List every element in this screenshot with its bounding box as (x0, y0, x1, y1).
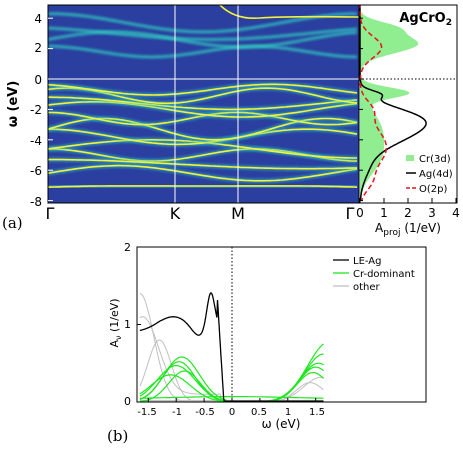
heatmap-y-axis: 4 2 0 -2 -4 -6 -8 ω (eV) (6, 12, 53, 209)
heatmap-bands (48, 5, 359, 190)
heatmap-y-tick-m2: -2 (30, 103, 42, 117)
heatmap-y-tick-2: 2 (34, 41, 42, 55)
heatmap-x-tick-gamma-left: Γ (46, 204, 55, 223)
heatmap-band (48, 158, 358, 170)
heatmap-y-tick-m8: -8 (30, 195, 42, 209)
legend-label-o2p: O(2p) (419, 184, 447, 195)
heatmap-band (48, 96, 358, 111)
panel-b-label: (b) (107, 427, 128, 445)
heatmap-y-tick-m6: -6 (30, 164, 42, 178)
panel-b-chart: LE-Ag Cr-dominant other 2 1 0 Aν (1/eV) … (108, 241, 427, 431)
heatmap-upper-band (48, 12, 358, 34)
heatmap-y-tick-0: 0 (34, 73, 42, 87)
dos-x-tick-4: 4 (452, 206, 460, 220)
panel-b-legend: LE-Ag Cr-dominant other (333, 256, 415, 293)
heatmap-x-tick-gamma-right: Γ (346, 204, 355, 223)
heatmap-x-axis: Γ K M Γ (46, 204, 355, 223)
panel-b-x-tick-1: 1 (285, 407, 291, 418)
spectral-heatmap (47, 4, 360, 204)
cr-dominant-curve (139, 372, 324, 402)
heatmap-band (48, 128, 358, 146)
panel-b-x-tick-0: 0 (229, 407, 235, 418)
panel-b-x-tick-m1: -1 (172, 407, 182, 418)
legend-label-cr-dominant: Cr-dominant (353, 269, 415, 280)
heatmap-band (48, 101, 358, 118)
dos-cr3d-fill (360, 5, 419, 203)
panel-b-y-tick-2: 2 (124, 241, 131, 254)
legend-label-other: other (353, 282, 381, 293)
dos-x-tick-0: 0 (356, 206, 364, 220)
heatmap-upper-band (48, 26, 358, 41)
dos-title: AgCrO2 (399, 11, 452, 28)
heatmap-x-tick-k: K (170, 204, 181, 223)
dos-x-label: Aproj (1/eV) (375, 221, 441, 238)
heatmap-x-tick-m: M (231, 204, 245, 223)
heatmap-steep-band (219, 5, 359, 20)
panel-b-y-label: Aν (1/eV) (108, 298, 123, 347)
panel-b-x-tick-m1.5: -1.5 (137, 407, 157, 418)
heatmap-band (48, 83, 358, 96)
panel-b-x-tick-1.5: 1.5 (309, 407, 325, 418)
heatmap-y-tick-4: 4 (34, 12, 42, 26)
panel-b-x-tick-m0.5: -0.5 (195, 407, 215, 418)
legend-label-le-ag: LE-Ag (353, 256, 381, 267)
series-cr-dominant (139, 343, 324, 402)
dos-x-tick-1: 1 (380, 206, 388, 220)
cr-dominant-curve (139, 396, 324, 399)
legend-label-cr3d: Cr(3d) (419, 154, 451, 165)
heatmap-band (48, 185, 358, 188)
panel-a-label: (a) (2, 214, 23, 232)
legend-label-ag4d: Ag(4d) (419, 169, 453, 180)
heatmap-upper-band (48, 44, 358, 59)
panel-b-x-label: ω (eV) (262, 417, 301, 431)
dos-legend: Cr(3d) Ag(4d) O(2p) (406, 154, 453, 195)
projected-dos-panel: AgCrO2 Cr(3d) Ag(4d) O(2p) 0 1 2 3 4 Apr… (356, 4, 460, 238)
heatmap-divider-lines (48, 5, 359, 203)
panel-b-y-tick-0: 0 (124, 395, 131, 408)
panel-b-x-tick-0.5: 0.5 (251, 407, 267, 418)
panel-b-y-tick-1: 1 (124, 318, 131, 331)
heatmap-y-label: ω (eV) (6, 81, 21, 128)
heatmap-y-tick-m4: -4 (30, 134, 42, 148)
heatmap-band (48, 164, 358, 182)
dos-x-tick-3: 3 (428, 206, 436, 220)
dos-x-tick-2: 2 (404, 206, 412, 220)
dos-ag4d-curve (359, 5, 427, 201)
